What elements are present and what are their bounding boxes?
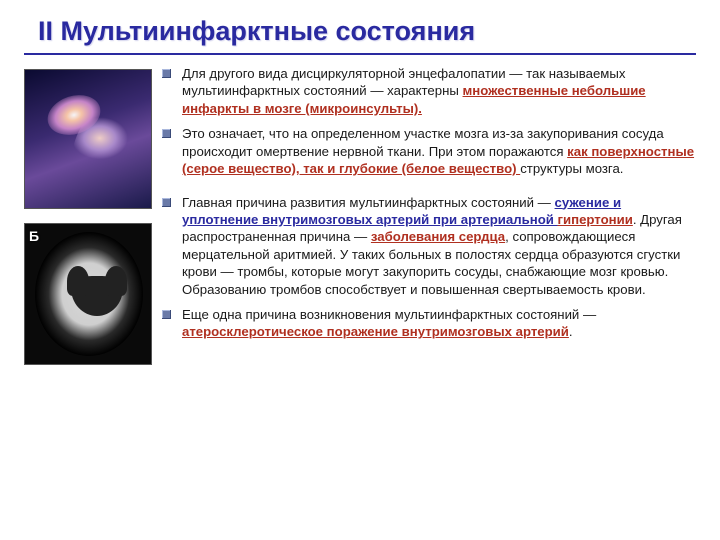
brain-scan-shape	[35, 232, 143, 356]
paragraph-gap	[162, 186, 696, 194]
content-row: Б Для другого вида дисциркуляторной энце…	[24, 65, 696, 365]
text-column: Для другого вида дисциркуляторной энцефа…	[162, 65, 696, 365]
bullet-4-text-post: .	[569, 324, 573, 339]
brain-scan-image: Б	[24, 223, 152, 365]
image-label: Б	[29, 228, 39, 244]
bullet-3-highlight-1b: гипертонии	[558, 212, 633, 227]
image-column: Б	[24, 65, 152, 365]
bullet-4-text-pre: Еще одна причина возникновения мультиинф…	[182, 307, 596, 322]
slide-title: II Мультиинфарктные состояния	[24, 16, 696, 55]
bullet-item-2: Это означает, что на определенном участк…	[162, 125, 696, 177]
head-galaxy-image	[24, 69, 152, 209]
bullet-list: Для другого вида дисциркуляторной энцефа…	[162, 65, 696, 341]
bullet-4-highlight: атеросклеротическое поражение внутримозг…	[182, 324, 569, 339]
bullet-3-highlight-2: заболевания сердца	[371, 229, 505, 244]
bullet-item-3: Главная причина развития мультиинфарктны…	[162, 194, 696, 299]
slide-container: II Мультиинфарктные состояния Б Для друг…	[0, 0, 720, 375]
bullet-item-4: Еще одна причина возникновения мультиинф…	[162, 306, 696, 341]
ventricle-shape	[71, 276, 123, 316]
bullet-item-1: Для другого вида дисциркуляторной энцефа…	[162, 65, 696, 117]
bullet-3-text-pre: Главная причина развития мультиинфарктны…	[182, 195, 555, 210]
bullet-2-text-post: структуры мозга.	[520, 161, 623, 176]
